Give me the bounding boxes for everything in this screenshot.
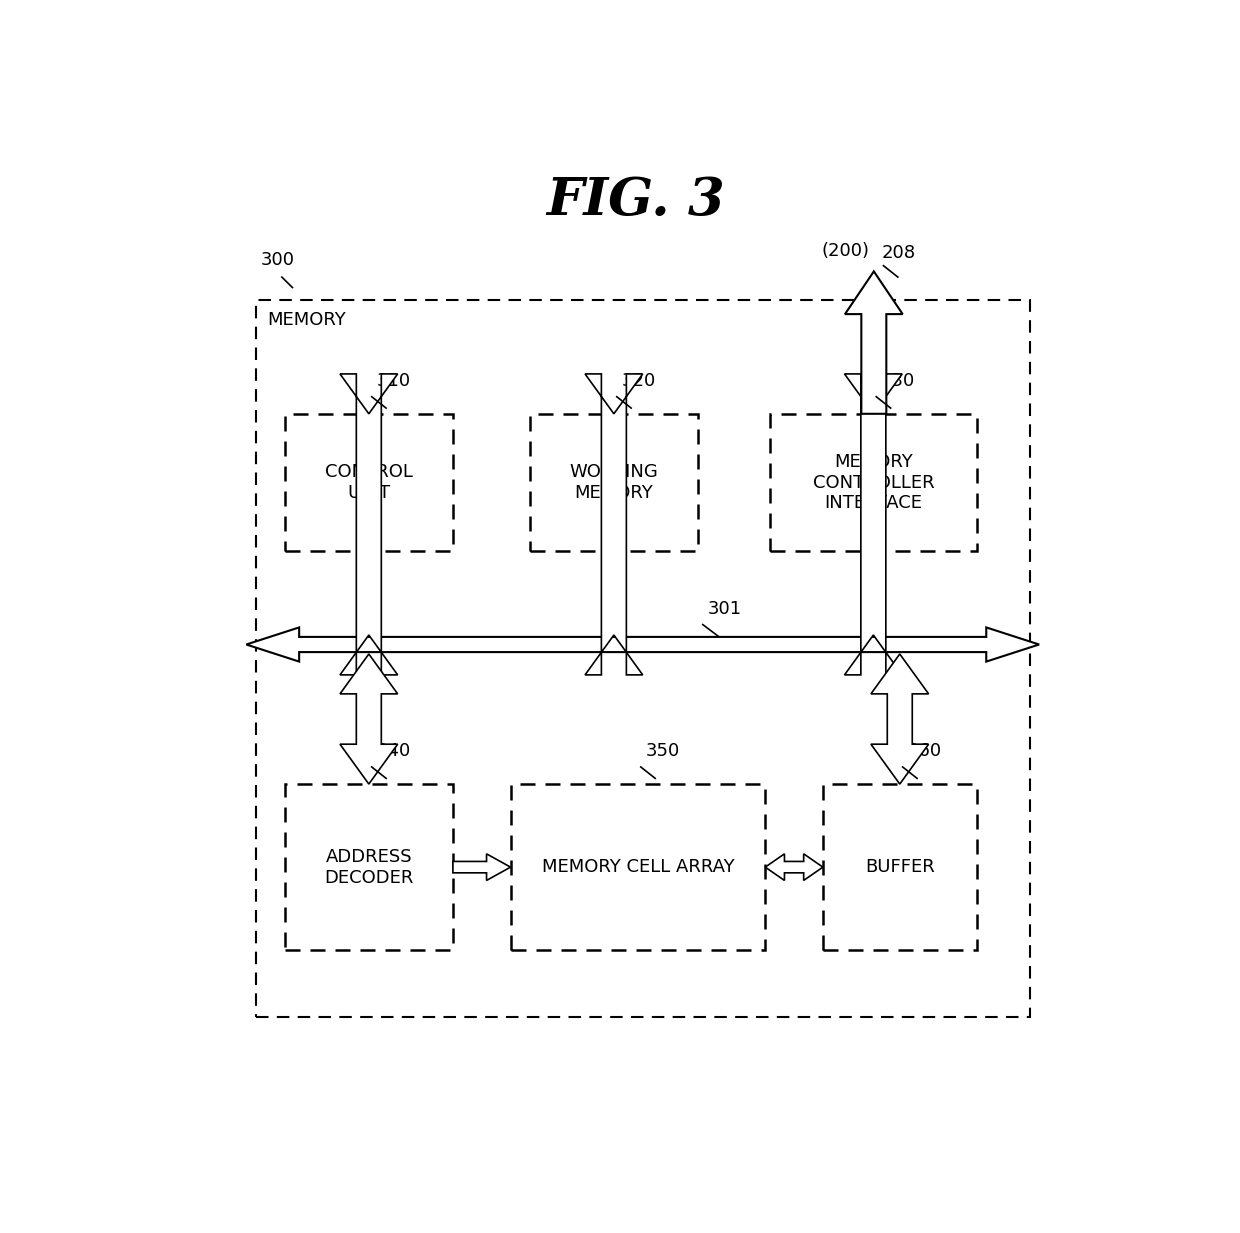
Polygon shape [340, 374, 398, 674]
Text: 300: 300 [260, 252, 295, 270]
Text: 301: 301 [708, 600, 742, 618]
Text: 208: 208 [882, 244, 915, 261]
Bar [285, 414, 453, 551]
Text: 330: 330 [882, 372, 915, 390]
Text: 340: 340 [377, 742, 410, 761]
Polygon shape [844, 271, 903, 414]
Bar [823, 784, 977, 951]
Text: MEMORY CELL ARRAY: MEMORY CELL ARRAY [542, 858, 734, 877]
Polygon shape [844, 374, 903, 674]
Text: 360: 360 [908, 742, 941, 761]
Text: (200): (200) [821, 242, 869, 260]
Polygon shape [453, 853, 511, 880]
Text: FIG. 3: FIG. 3 [546, 175, 725, 226]
Bar [529, 414, 698, 551]
Text: CONTROL
UNIT: CONTROL UNIT [325, 464, 413, 502]
Text: BUFFER: BUFFER [864, 858, 935, 877]
Text: 310: 310 [377, 372, 410, 390]
Polygon shape [870, 653, 929, 784]
Text: 320: 320 [621, 372, 656, 390]
Bar [255, 300, 1029, 1017]
Bar [285, 784, 453, 951]
Text: MEMORY
CONTROLLER
INTERFACE: MEMORY CONTROLLER INTERFACE [812, 453, 934, 513]
Text: WORKING
MEMORY: WORKING MEMORY [569, 464, 658, 502]
Polygon shape [247, 628, 1039, 662]
Bar [511, 784, 765, 951]
Text: 350: 350 [646, 742, 680, 761]
Text: MEMORY: MEMORY [268, 311, 346, 329]
Polygon shape [765, 853, 823, 880]
Bar [770, 414, 977, 551]
Text: ADDRESS
DECODER: ADDRESS DECODER [324, 848, 413, 887]
Polygon shape [585, 374, 642, 674]
Polygon shape [340, 653, 398, 784]
